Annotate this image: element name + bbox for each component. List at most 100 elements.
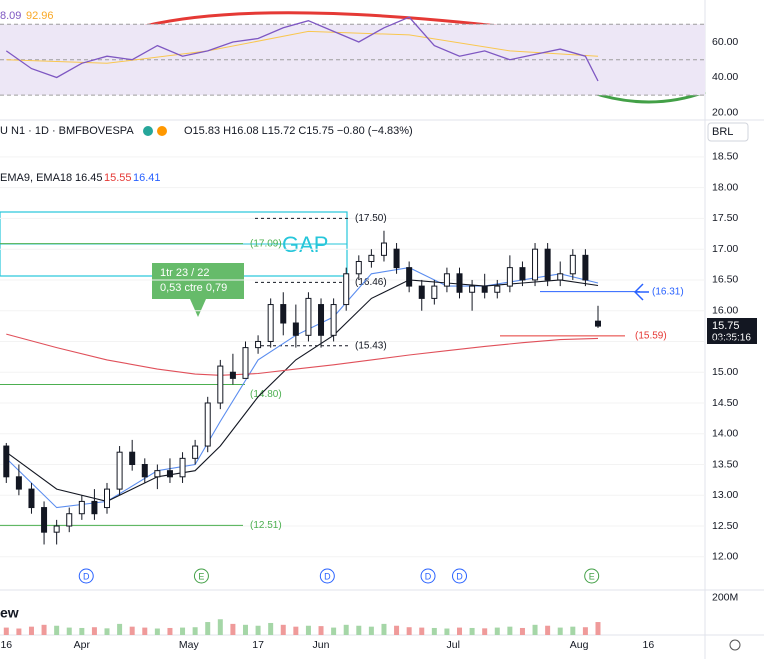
volume-bar: [557, 627, 563, 635]
volume-bar: [305, 625, 311, 635]
volume-bar: [142, 627, 148, 635]
event-badge[interactable]: [319, 568, 335, 584]
volume-bar: [255, 625, 261, 635]
ma-line: [5, 267, 599, 509]
volume-bar: [104, 628, 110, 635]
candle-body: [292, 322, 299, 336]
volume-bar: [91, 627, 97, 635]
candle-body: [557, 273, 564, 281]
y-tick-label: 16.50: [712, 274, 738, 286]
candle-body: [443, 273, 450, 287]
status-dot: [143, 126, 153, 136]
volume-bar: [457, 627, 463, 635]
volume-bar: [394, 625, 400, 635]
candle-body: [318, 304, 325, 336]
x-tick-label: 16: [643, 639, 655, 651]
event-label: D: [83, 571, 90, 581]
rsi-value: 8.09: [0, 10, 21, 22]
event-badge[interactable]: [420, 568, 436, 584]
candle-body: [129, 451, 136, 466]
candle-body: [519, 267, 526, 281]
level-label: (17.50): [355, 213, 387, 224]
volume-bar: [356, 625, 362, 635]
settings-icon[interactable]: [729, 639, 741, 651]
rsi-value: 92.96: [26, 10, 54, 22]
volume-tick-label: 200M: [712, 592, 738, 604]
candle-body: [166, 470, 173, 478]
candle-body: [66, 513, 73, 527]
candle-body: [380, 242, 387, 256]
callout-text: 1tr 23 / 22: [160, 267, 210, 279]
event-badge[interactable]: [78, 568, 94, 584]
event-badge[interactable]: [452, 568, 468, 584]
indicator-value: 15.55: [104, 172, 132, 184]
y-tick-label: 16.00: [712, 304, 738, 316]
volume-bar: [381, 623, 387, 635]
volume-bar: [280, 624, 286, 635]
event-badge[interactable]: [584, 568, 600, 584]
y-tick-label: 17.00: [712, 243, 738, 255]
candle-body: [15, 476, 22, 490]
rsi-signal: [6, 30, 599, 64]
volume-bar: [582, 627, 588, 635]
candle-body: [569, 254, 576, 275]
candle-body: [28, 488, 35, 509]
candle-body: [217, 365, 224, 404]
candle-body: [192, 445, 199, 459]
candle-body: [431, 285, 438, 299]
y-tick-label: 12.50: [712, 520, 738, 532]
volume-bar: [507, 626, 513, 635]
ohlc: O15.83 H16.08 L15.72 C15.75 −0.80 (−4.83…: [184, 125, 413, 137]
candle-body: [368, 254, 375, 262]
volume-bar: [217, 619, 223, 635]
y-tick-label: 15.00: [712, 366, 738, 378]
volume-bar: [406, 627, 412, 635]
volume-bar: [54, 625, 60, 635]
candle-body: [330, 304, 337, 336]
candle-body: [305, 297, 312, 336]
y-tick-label: 15.50: [712, 335, 738, 347]
x-tick-label: Apr: [74, 639, 91, 651]
rsi-tick-label: 20.00: [712, 107, 738, 119]
volume-bar: [331, 627, 337, 635]
candle-body: [532, 248, 539, 281]
volume-bar: [431, 627, 437, 635]
level-label: (16.46): [355, 277, 387, 288]
level-label: (16.31): [652, 286, 684, 297]
indicator-name: EMA9, EMA18: [0, 172, 72, 184]
volume-bar: [419, 627, 425, 635]
volume-bar: [66, 627, 72, 635]
level-label: (15.59): [635, 331, 667, 342]
volume-bar: [242, 624, 248, 635]
volume-bar: [41, 624, 47, 635]
candle-body: [267, 304, 274, 342]
currency-box[interactable]: [707, 122, 749, 142]
status-dot: [157, 126, 167, 136]
x-tick-label: May: [179, 639, 200, 651]
volume-bar: [230, 623, 236, 635]
volume-bar: [368, 626, 374, 635]
candle-body: [418, 285, 425, 299]
volume-bar: [545, 625, 551, 635]
x-tick-label: Jun: [313, 639, 330, 651]
candle-body: [481, 285, 488, 293]
candle-body: [355, 260, 362, 275]
candle-body: [3, 445, 10, 478]
candle-body: [582, 254, 589, 281]
volume-bar: [268, 622, 274, 635]
y-tick-label: 13.50: [712, 458, 738, 470]
y-tick-label: 17.50: [712, 212, 738, 224]
rsi-tick-label: 60.00: [712, 36, 738, 48]
volume-bar: [117, 623, 123, 635]
candle-body: [544, 248, 551, 281]
volume-bar: [180, 627, 186, 635]
event-badge[interactable]: [193, 568, 209, 584]
candle-body: [469, 285, 476, 293]
rsi-line: [5, 16, 599, 82]
volume-bar: [205, 622, 211, 635]
candle-body: [343, 273, 350, 306]
y-tick-label: 13.00: [712, 489, 738, 501]
candle-body: [393, 248, 400, 269]
